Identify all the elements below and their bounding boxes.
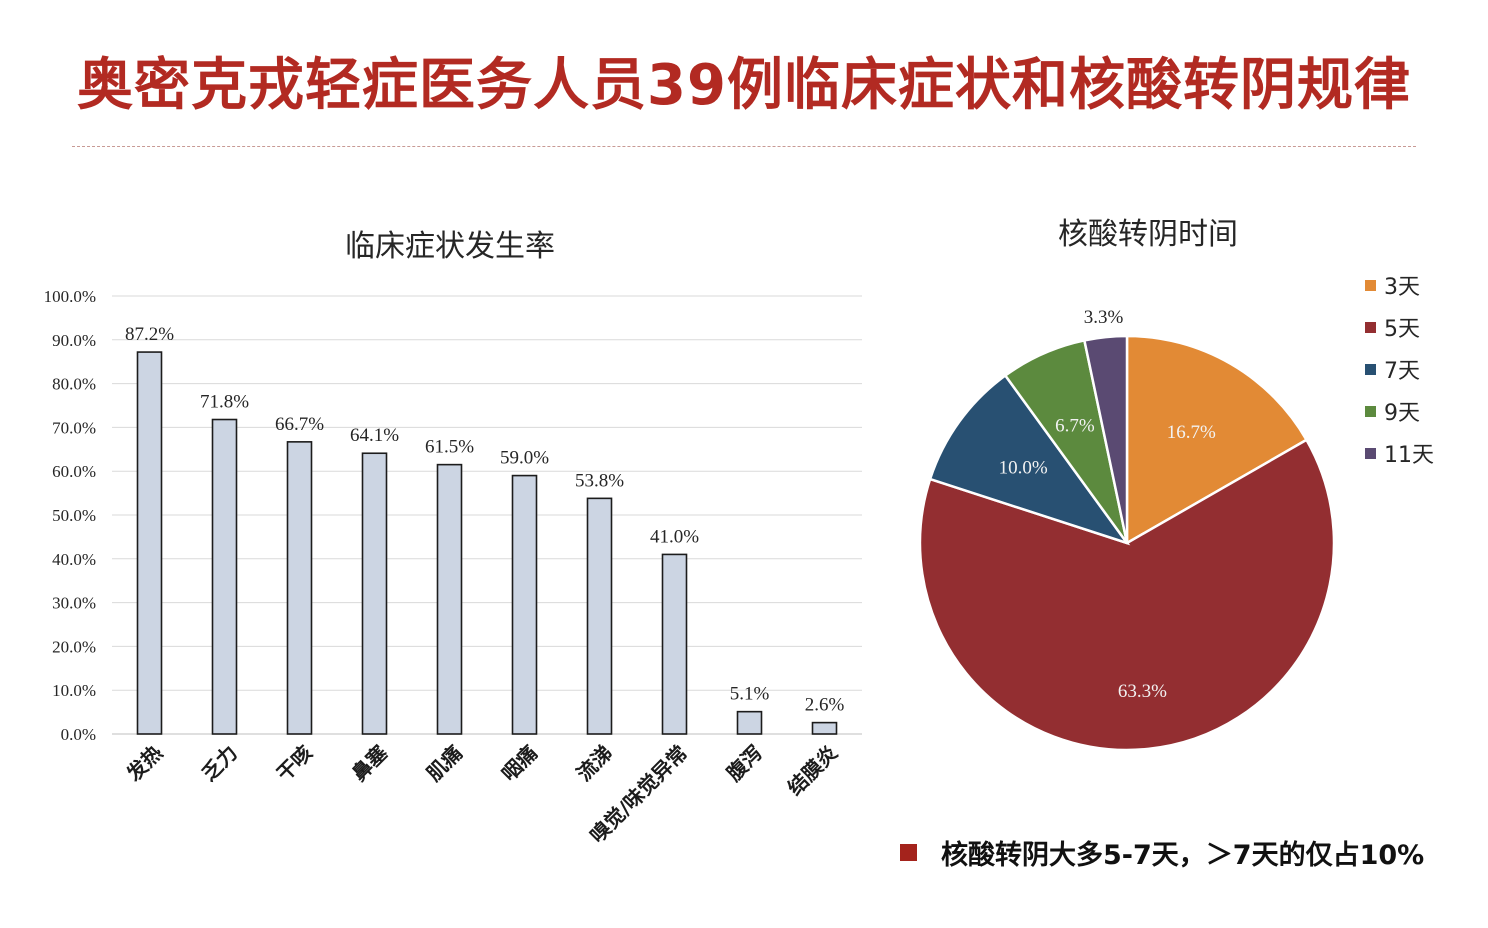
y-tick-label: 70.0%	[52, 418, 96, 437]
legend-swatch	[1365, 322, 1376, 333]
y-tick-label: 0.0%	[61, 725, 96, 744]
bar-肌痛	[436, 463, 463, 735]
pie-slice-7天	[928, 373, 1131, 546]
legend-label: 3天	[1384, 275, 1420, 300]
bullet-square-icon	[900, 843, 917, 861]
bar-chart: 临床症状发生率 0.0% 10.0% 20.0% 30.0% 40.0% 50.0% 60.0…	[44, 229, 862, 848]
pie-slice-11天	[1082, 334, 1129, 544]
y-tick-label: 50.0%	[52, 506, 96, 525]
title-divider	[72, 146, 1416, 147]
x-tick-label: 肌痛	[422, 741, 467, 786]
bar-乏力	[211, 418, 238, 735]
pie-data-label: 10.0%	[999, 458, 1048, 479]
y-tick-label: 90.0%	[52, 331, 96, 350]
bar-chart-title: 临床症状发生率	[345, 229, 555, 264]
bar-鼻塞	[361, 452, 388, 735]
footnote: 核酸转阴大多5-7天，＞7天的仅占10%	[900, 832, 1424, 872]
pie-data-label: 6.7%	[1055, 416, 1095, 437]
x-tick-label: 结膜炎	[783, 741, 842, 800]
x-tick-label: 流涕	[572, 741, 617, 786]
pie-slice-5天	[918, 438, 1336, 752]
legend-label: 11天	[1384, 443, 1434, 468]
legend-swatch	[1365, 364, 1376, 375]
pie-data-label: 3.3%	[1084, 307, 1124, 328]
legend-label: 7天	[1384, 359, 1420, 384]
pie-chart: 核酸转阴时间 16.7% 63.3% 10.0% 6.7% 3.3% 3天 5天 7天 9天 11天	[918, 217, 1434, 752]
pie-data-label: 16.7%	[1167, 422, 1216, 443]
bar-data-label: 66.7%	[275, 414, 324, 435]
bar-data-label: 41.0%	[650, 526, 699, 547]
bar-咽痛	[511, 474, 538, 735]
x-tick-label: 发热	[121, 741, 167, 787]
bar-data-label: 87.2%	[125, 324, 174, 345]
bar-腹泻	[736, 710, 763, 735]
bar-发热	[136, 351, 163, 735]
y-tick-label: 40.0%	[52, 550, 96, 569]
legend-swatch	[1365, 406, 1376, 417]
bar-结膜炎	[811, 721, 838, 735]
x-tick-label: 鼻塞	[347, 740, 393, 786]
legend-label: 9天	[1384, 401, 1420, 426]
pie-slice-3天	[1125, 334, 1309, 546]
bar-data-label: 2.6%	[805, 695, 845, 716]
slide-title: 奥密克戎轻症医务人员39例临床症状和核酸转阴规律	[77, 53, 1411, 118]
bar-data-label: 5.1%	[730, 684, 770, 705]
y-tick-label: 100.0%	[44, 287, 96, 306]
x-tick-label: 乏力	[197, 741, 242, 786]
bar-嗅觉/味觉异常	[661, 553, 688, 735]
y-tick-label: 60.0%	[52, 462, 96, 481]
pie-chart-title: 核酸转阴时间	[1058, 217, 1238, 252]
y-tick-label: 20.0%	[52, 637, 96, 656]
y-tick-label: 80.0%	[52, 375, 96, 394]
pie-data-label: 63.3%	[1118, 681, 1167, 702]
bar-data-label: 59.0%	[500, 448, 549, 469]
bar-data-label: 71.8%	[200, 392, 249, 413]
legend-swatch	[1365, 448, 1376, 459]
y-tick-label: 30.0%	[52, 594, 96, 613]
x-tick-label: 干咳	[272, 741, 317, 786]
bar-data-label: 61.5%	[425, 437, 474, 458]
y-tick-label: 10.0%	[52, 681, 96, 700]
legend-label: 5天	[1384, 317, 1420, 342]
legend-swatch	[1365, 280, 1376, 291]
x-tick-label: 咽痛	[497, 741, 542, 786]
bar-干咳	[286, 441, 313, 735]
bar-流涕	[586, 497, 613, 735]
bar-data-label: 64.1%	[350, 425, 399, 446]
footnote-text: 核酸转阴大多5-7天，＞7天的仅占10%	[941, 839, 1425, 871]
x-tick-label: 腹泻	[722, 741, 767, 786]
bar-data-label: 53.8%	[575, 470, 624, 491]
